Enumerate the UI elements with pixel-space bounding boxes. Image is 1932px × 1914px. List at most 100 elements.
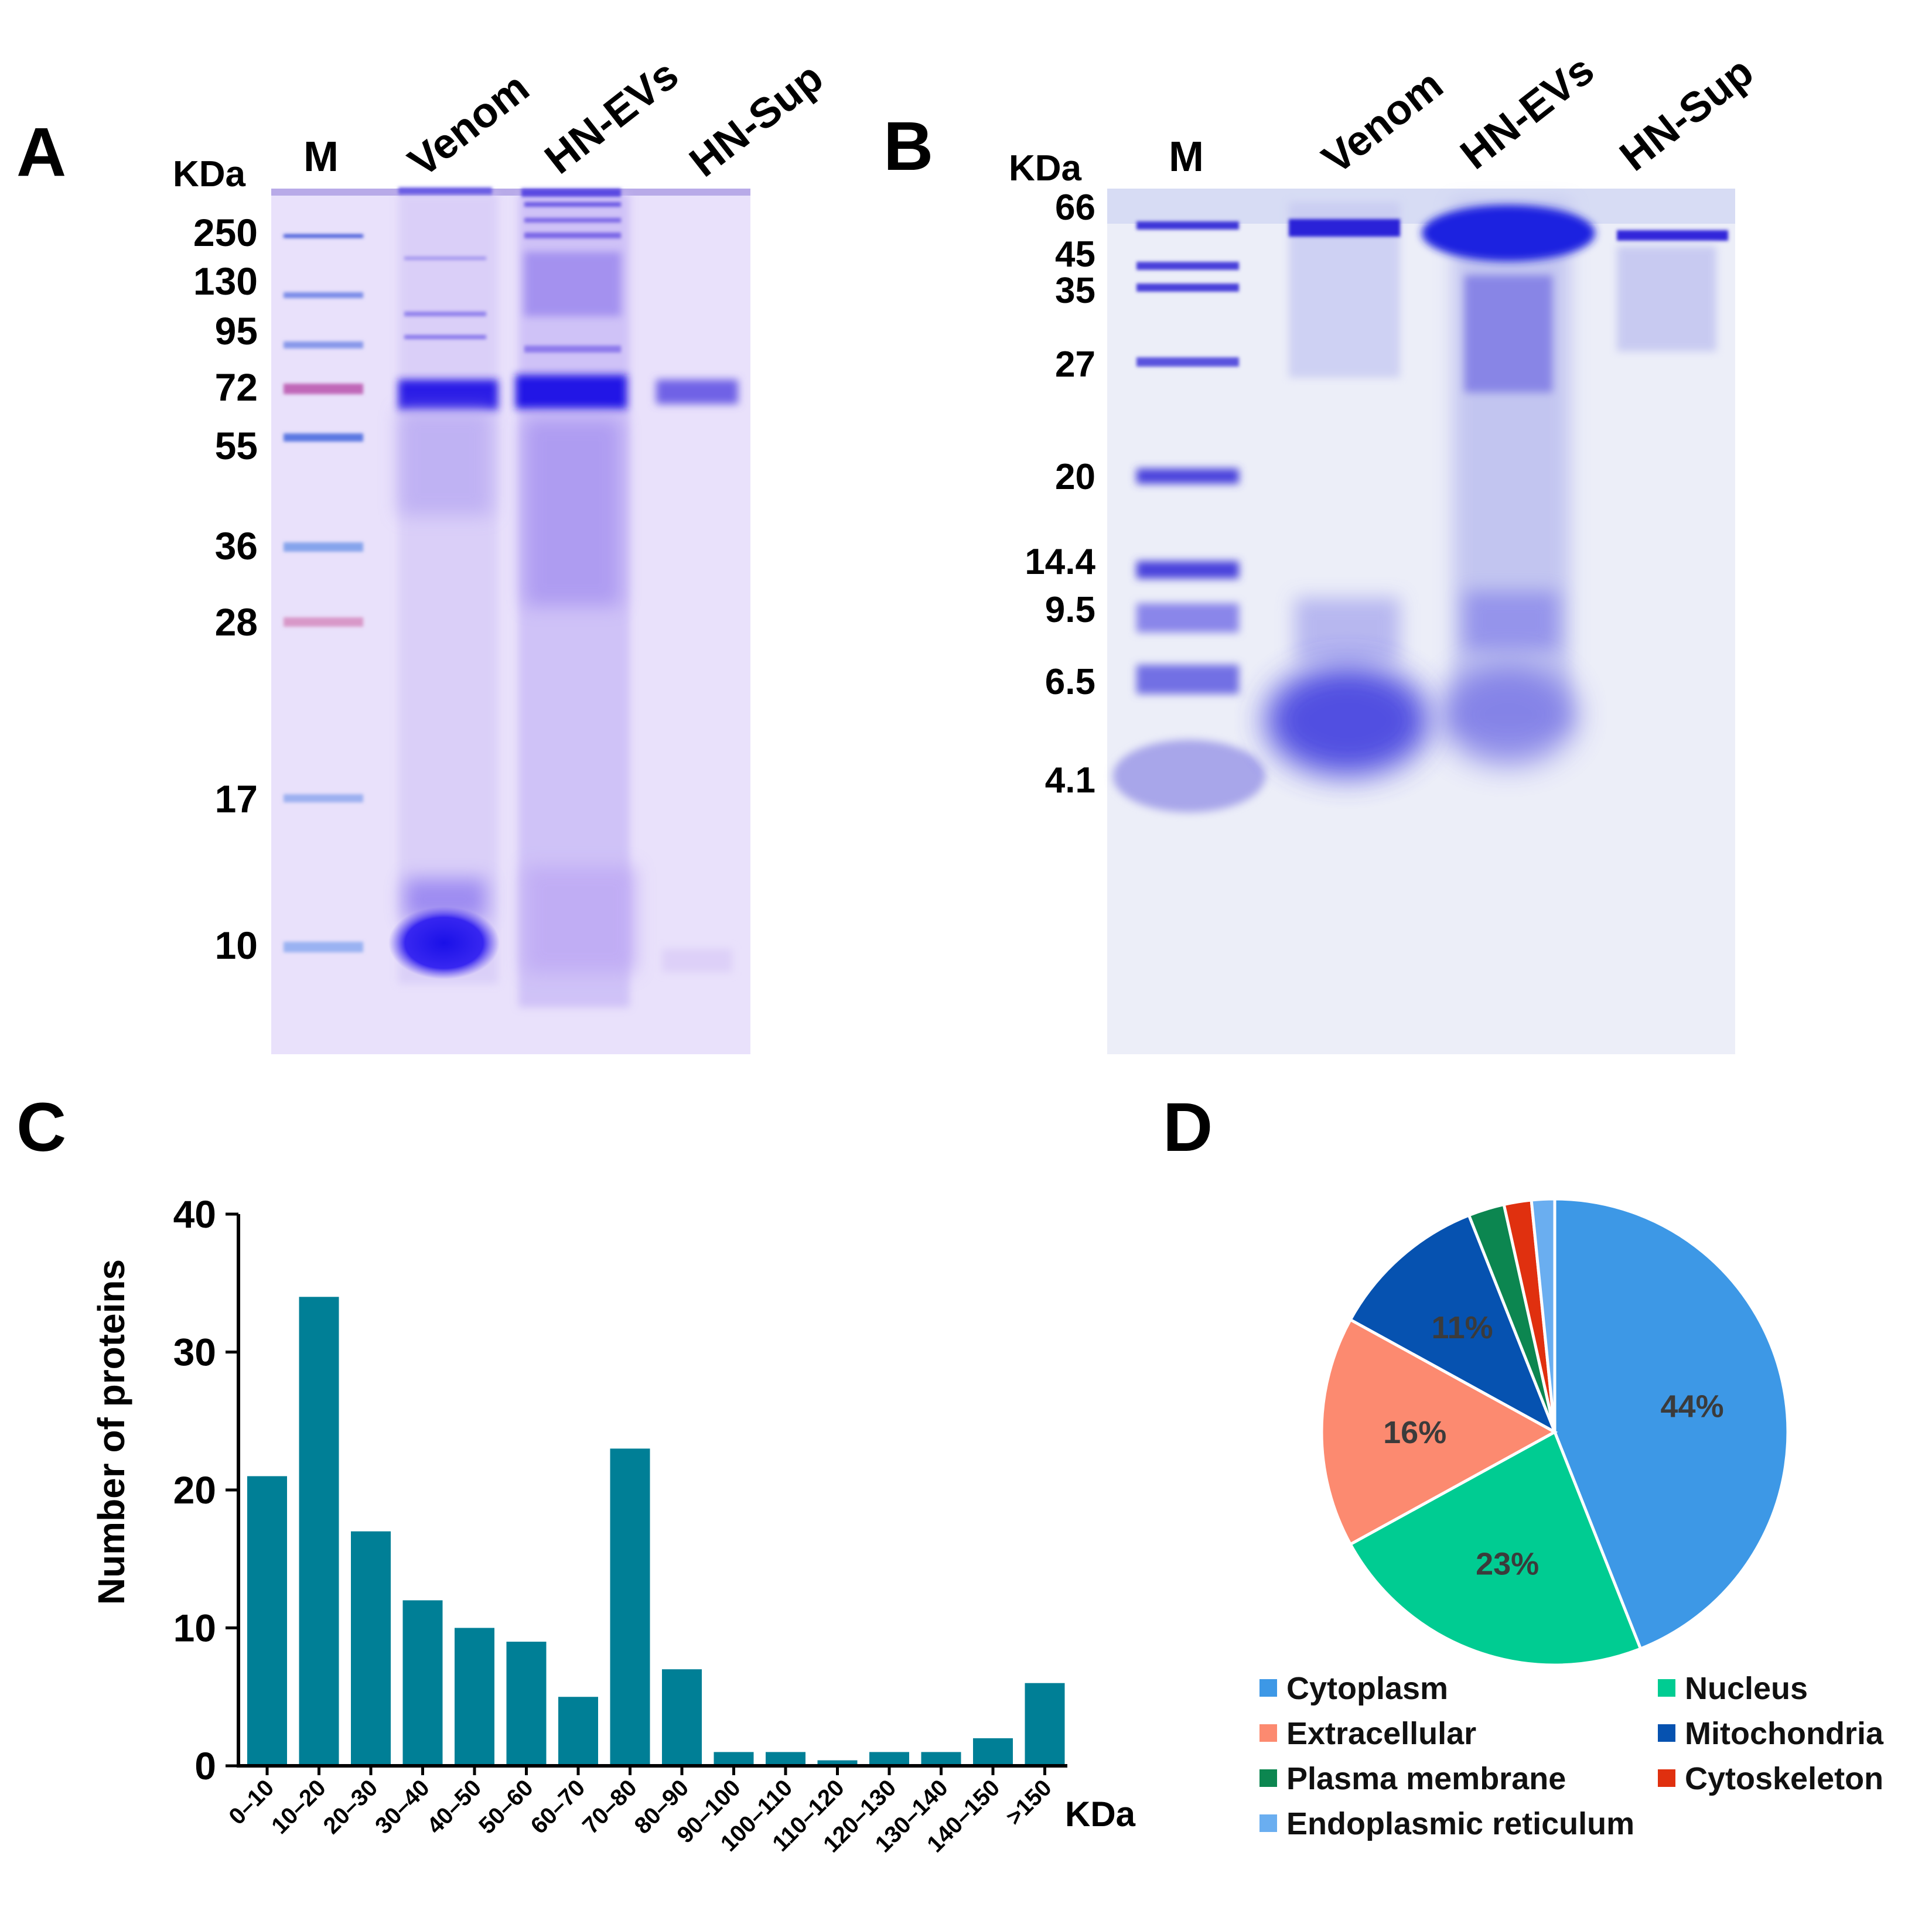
panel-a-kda-label: KDa xyxy=(173,154,246,194)
panel-b-marker-labels: 66 45 35 27 20 14.4 9.5 6.5 4.1 xyxy=(1025,187,1095,801)
chart-c-y-ticks: 0 10 20 30 40 xyxy=(173,1192,238,1787)
gel-b-evs-ladder-smear xyxy=(1465,275,1552,392)
gel-a-venom-72-band xyxy=(398,380,498,410)
gel-a-evs-mid-smear xyxy=(524,419,621,606)
gel-b-sup-smear xyxy=(1617,246,1716,351)
panel-b-kda-label: KDa xyxy=(1009,148,1082,189)
gel-a-sup-72-band xyxy=(656,380,738,404)
marker-label-95: 95 xyxy=(215,309,258,353)
gel-a-evs-band xyxy=(524,346,621,353)
gel-a-venom-band xyxy=(404,335,486,339)
panel-a-letter: A xyxy=(16,114,66,191)
panel-d: D 44% 23% 16% 11% Cytoplasm Nucleus Extracell… xyxy=(1163,1089,1884,1841)
chart-d-slice-labels: 44% 23% 16% 11% xyxy=(1383,1310,1723,1582)
gel-a-evs-band xyxy=(524,202,621,207)
chart-d-legend-swatch xyxy=(1658,1769,1675,1787)
chart-d-legend-label: Cytoskeleton xyxy=(1685,1761,1883,1796)
gel-b-venom-upper-smear xyxy=(1295,597,1400,662)
chart-c-y-axis-label: Number of proteins xyxy=(90,1259,132,1605)
gel-a-evs-low-smear xyxy=(524,867,636,972)
marker-label-9-5: 9.5 xyxy=(1045,590,1095,630)
gel-a-venom-well xyxy=(398,187,492,194)
chart-c-bar-4 xyxy=(402,1600,443,1766)
gel-b-marker-band xyxy=(1136,561,1239,579)
gel-b-marker-lane xyxy=(1113,221,1265,812)
gel-a-evs-band xyxy=(524,218,621,223)
gel-b-hn-sup-lane xyxy=(1617,230,1728,351)
chart-c-bar-13 xyxy=(869,1752,909,1766)
gel-b-marker-band-4-1 xyxy=(1113,740,1265,812)
marker-label-14-4: 14.4 xyxy=(1025,542,1095,582)
gel-a-marker-band xyxy=(284,542,363,552)
gel-a-venom-band xyxy=(404,257,486,260)
gel-a-marker-lane xyxy=(284,234,363,952)
chart-c-bar-5 xyxy=(455,1628,494,1766)
panel-a-lane-hn-sup: HN-Sup xyxy=(681,54,832,186)
gel-a-hn-sup-lane xyxy=(656,380,738,972)
chart-c-bar-7 xyxy=(558,1697,598,1766)
chart-c-x-tick-label: 10–20 xyxy=(267,1775,331,1839)
chart-c-x-tick-label: 50–60 xyxy=(474,1775,538,1839)
chart-d-legend-label: Cytoplasm xyxy=(1286,1671,1448,1706)
gel-a-marker-band xyxy=(284,433,363,442)
chart-c-y-tick-label: 40 xyxy=(173,1192,216,1236)
chart-d-slice-cytoplasm xyxy=(1553,1197,1790,1651)
marker-label-17: 17 xyxy=(215,777,258,821)
chart-d-legend-label: Mitochondria xyxy=(1685,1716,1884,1751)
marker-label-130: 130 xyxy=(193,259,258,303)
chart-c-bar-2 xyxy=(299,1297,339,1766)
chart-c-bar-16 xyxy=(1025,1683,1065,1766)
gel-b-marker-band xyxy=(1136,283,1239,292)
chart-d-legend-label: Extracellular xyxy=(1286,1716,1476,1751)
gel-b-marker-band xyxy=(1136,665,1239,694)
chart-c-bars xyxy=(247,1297,1065,1766)
gel-a-sup-faint xyxy=(662,949,732,972)
chart-c-bar-12 xyxy=(817,1760,858,1766)
gel-a-top-edge xyxy=(271,189,750,196)
gel-a-venom-band xyxy=(404,312,486,316)
marker-label-35: 35 xyxy=(1055,271,1095,311)
gel-a-evs-well xyxy=(521,189,621,197)
gel-a-marker-band xyxy=(284,234,363,238)
gel-a-venom-lane xyxy=(388,187,500,984)
gel-a-marker-band xyxy=(284,942,363,952)
chart-c-x-axis-label: KDa xyxy=(1065,1795,1136,1834)
chart-c-bar-11 xyxy=(766,1752,805,1766)
gel-b-evs-upper-low-smear xyxy=(1465,592,1558,650)
marker-label-27: 27 xyxy=(1055,344,1095,385)
panel-b-lane-venom: Venom xyxy=(1314,61,1452,183)
panel-a: A KDa M Venom HN-EVs HN-Sup 250 130 95 7… xyxy=(16,51,832,1054)
chart-d-slice-endoplasmic-reticulum xyxy=(1530,1197,1556,1433)
marker-label-66: 66 xyxy=(1055,187,1095,228)
gel-b-marker-band xyxy=(1136,469,1239,484)
chart-d-slice-label: 23% xyxy=(1476,1547,1539,1582)
panel-b-letter: B xyxy=(883,108,933,185)
marker-label-28: 28 xyxy=(215,600,258,644)
chart-d-legend-label: Plasma membrane xyxy=(1286,1761,1566,1796)
gel-b-marker-band xyxy=(1136,603,1239,633)
chart-c-x-tick-label: 30–40 xyxy=(370,1775,435,1839)
chart-d-slices xyxy=(1320,1197,1790,1667)
marker-label-6-5: 6.5 xyxy=(1045,662,1095,702)
panel-b-lane-marker: M xyxy=(1169,134,1204,180)
marker-label-10: 10 xyxy=(215,924,258,967)
chart-d-legend-swatch xyxy=(1658,1724,1675,1742)
gel-a xyxy=(271,187,750,1054)
gel-b-venom-lane xyxy=(1265,202,1429,776)
gel-a-marker-band xyxy=(284,617,363,627)
panel-a-lane-venom: Venom xyxy=(400,64,538,186)
panel-a-lane-hn-evs: HN-EVs xyxy=(537,51,687,183)
chart-c-y-tick-label: 0 xyxy=(194,1744,216,1787)
chart-d-legend-swatch xyxy=(1259,1814,1277,1832)
panel-d-letter: D xyxy=(1163,1089,1213,1166)
gel-b-venom-low-blob xyxy=(1265,665,1429,776)
chart-d: 44% 23% 16% 11% Cytoplasm Nucleus Extracellul… xyxy=(1259,1197,1884,1841)
panel-b-lane-hn-sup: HN-Sup xyxy=(1612,48,1762,180)
chart-d-legend-label: Endoplasmic reticulum xyxy=(1286,1806,1634,1841)
panel-c-letter: C xyxy=(16,1089,66,1166)
chart-d-legend: Cytoplasm Nucleus Extracellular Mitochondri… xyxy=(1259,1671,1884,1841)
chart-d-legend-label: Nucleus xyxy=(1685,1671,1808,1706)
chart-c-x-tick-label: 70–80 xyxy=(578,1775,642,1839)
gel-a-marker-band xyxy=(284,341,363,348)
chart-d-slice-label: 16% xyxy=(1383,1415,1446,1450)
